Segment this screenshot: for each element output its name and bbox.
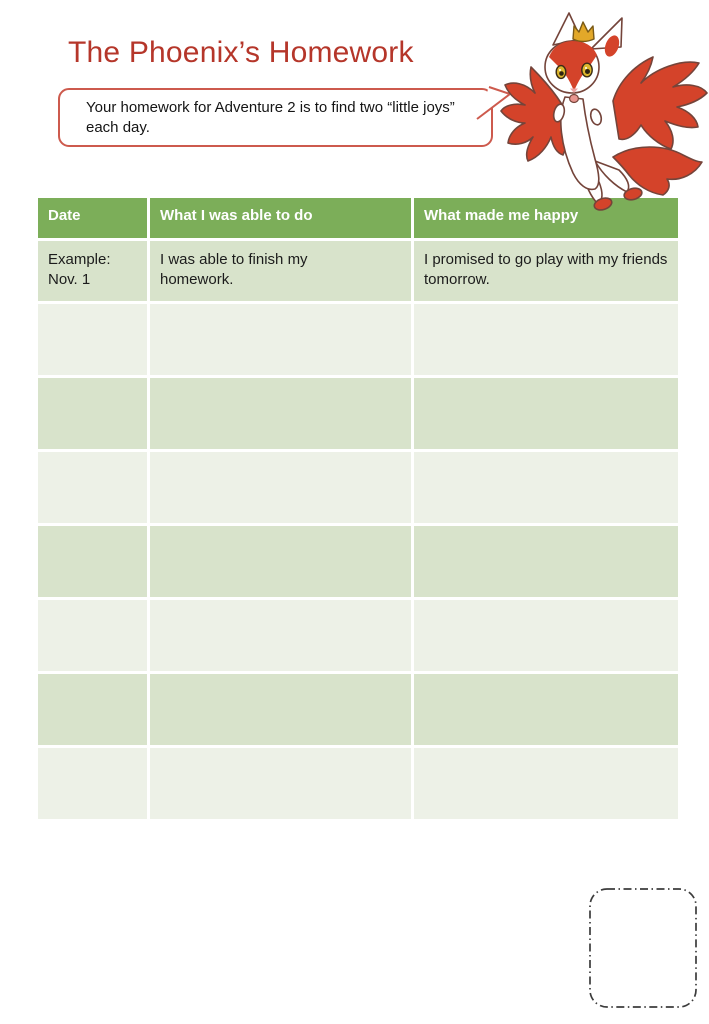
speech-bubble-text: Your homework for Adventure 2 is to find… xyxy=(86,99,455,136)
cell-date xyxy=(38,600,147,671)
phoenix-mascot-icon xyxy=(500,12,708,211)
stamp-box-icon xyxy=(589,888,697,1008)
cell-able-to-do xyxy=(150,748,411,819)
cell-date xyxy=(38,674,147,745)
page-title: The Phoenix’s Homework xyxy=(68,36,414,69)
cell-able-to-do xyxy=(150,674,411,745)
cell-able-to-do: I was able to finish my homework. xyxy=(150,241,411,301)
cell-able-to-do xyxy=(150,378,411,449)
header-made-me-happy: What made me happy xyxy=(414,198,678,238)
homework-table: Date What I was able to do What made me … xyxy=(38,198,678,819)
cell-able-to-do xyxy=(150,304,411,375)
cell-made-me-happy xyxy=(414,304,678,375)
cell-date xyxy=(38,378,147,449)
cell-date: Example: Nov. 1 xyxy=(38,241,147,301)
cell-date xyxy=(38,526,147,597)
header-able-to-do: What I was able to do xyxy=(150,198,411,238)
cell-date xyxy=(38,748,147,819)
cell-date xyxy=(38,304,147,375)
cell-made-me-happy xyxy=(414,600,678,671)
cell-text: I was able to finish my homework. xyxy=(160,251,308,288)
cell-made-me-happy xyxy=(414,378,678,449)
cell-made-me-happy xyxy=(414,526,678,597)
cell-made-me-happy xyxy=(414,748,678,819)
cell-made-me-happy xyxy=(414,452,678,523)
header-date: Date xyxy=(38,198,147,238)
cell-able-to-do xyxy=(150,452,411,523)
cell-able-to-do xyxy=(150,600,411,671)
speech-bubble: Your homework for Adventure 2 is to find… xyxy=(58,88,493,147)
cell-made-me-happy: I promised to go play with my friends to… xyxy=(414,241,678,301)
cell-made-me-happy xyxy=(414,674,678,745)
cell-able-to-do xyxy=(150,526,411,597)
cell-date xyxy=(38,452,147,523)
